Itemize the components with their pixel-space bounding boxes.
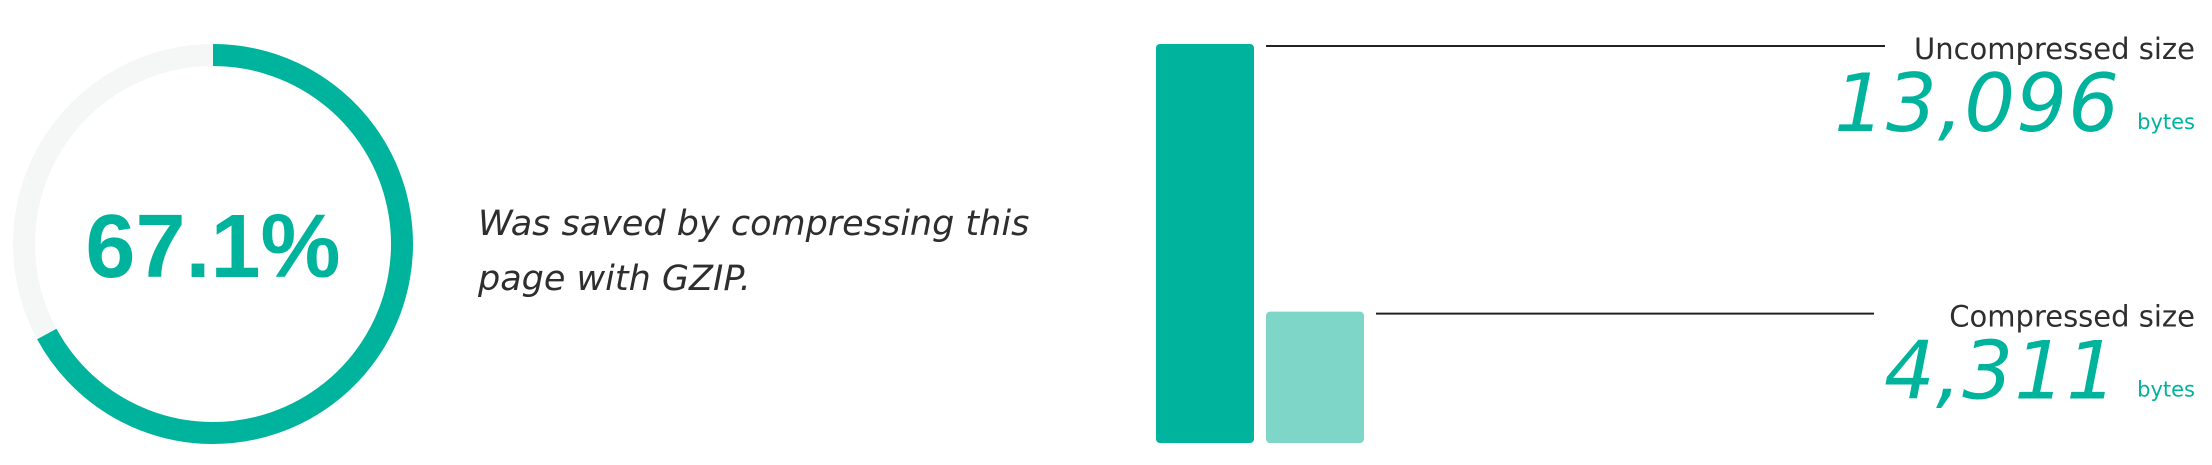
bar-uncompressed <box>1156 44 1254 443</box>
donut-progress-arc <box>37 44 413 444</box>
description-line-2: page with GZIP. <box>477 259 751 299</box>
unit-label-uncompressed: bytes <box>2137 110 2195 134</box>
description-line-1: Was saved by compressing this <box>478 204 1029 244</box>
bar-compressed <box>1266 311 1364 443</box>
percent-saved-value: 67.1% <box>85 197 340 297</box>
category-label-compressed: Compressed size <box>1949 300 2195 334</box>
unit-label-compressed: bytes <box>2137 378 2195 402</box>
value-label-uncompressed: 13,096 <box>1834 57 2120 150</box>
category-label-uncompressed: Uncompressed size <box>1914 32 2195 66</box>
value-label-compressed: 4,311 <box>1884 325 2118 418</box>
